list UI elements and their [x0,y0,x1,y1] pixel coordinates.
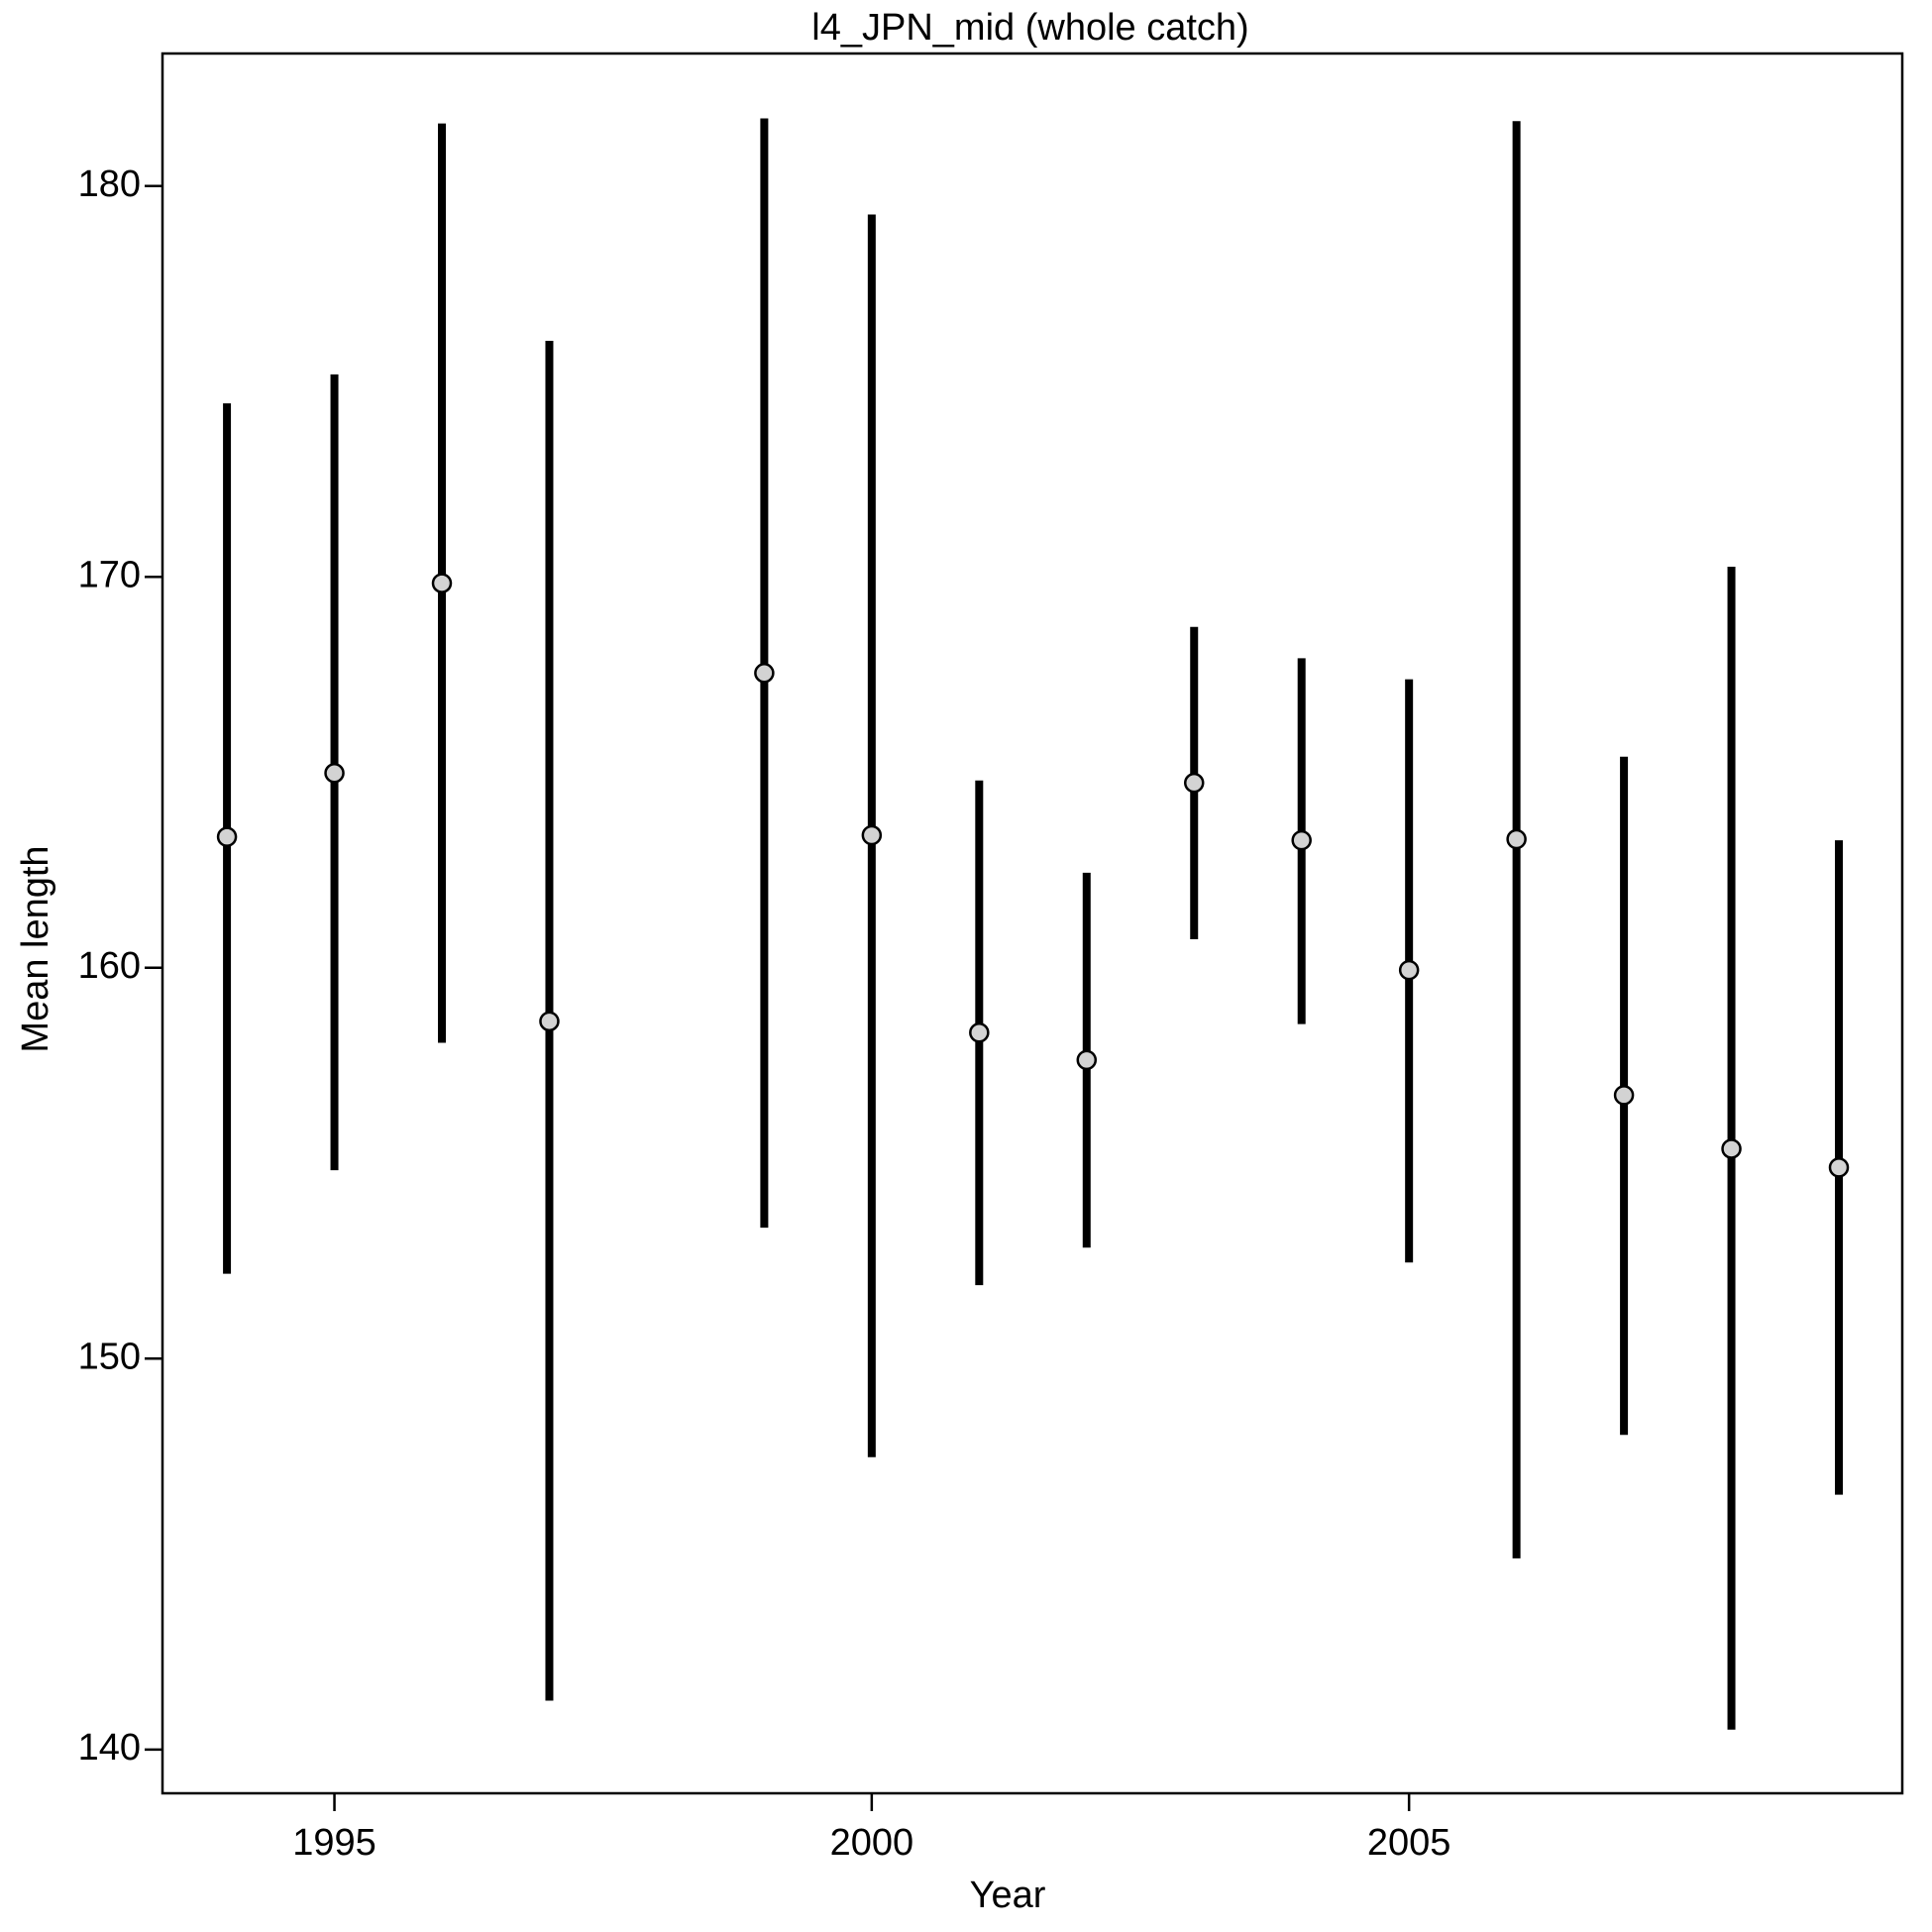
y-tick-label: 140 [78,1727,141,1769]
mean-point [861,824,883,846]
mean-point [1828,1157,1850,1178]
mean-point [1506,828,1527,850]
mean-point [1721,1138,1742,1159]
mean-point [1183,772,1205,794]
mean-point [969,1022,990,1043]
y-tick-label: 180 [78,163,141,205]
x-tick-label: 1995 [292,1822,376,1864]
plot-frame [161,52,1904,1795]
mean-point [1613,1085,1635,1106]
x-tick-label: 2005 [1367,1822,1451,1864]
mean-point [1291,829,1312,851]
y-tick-label: 150 [78,1336,141,1377]
y-tick-label: 160 [78,945,141,987]
chart-title: l4_JPN_mid (whole catch) [811,7,1248,49]
mean-point [754,663,775,684]
mean-point [324,763,345,784]
mean-point [431,573,453,593]
mean-point [1398,959,1420,981]
y-tick-label: 170 [78,554,141,595]
mean-point [1076,1049,1098,1071]
x-tick-label: 2000 [830,1822,914,1864]
mean-point [539,1011,560,1032]
mean-point [216,826,238,847]
x-axis-label: Year [970,1875,1046,1916]
y-axis-label: Mean length [15,845,56,1052]
